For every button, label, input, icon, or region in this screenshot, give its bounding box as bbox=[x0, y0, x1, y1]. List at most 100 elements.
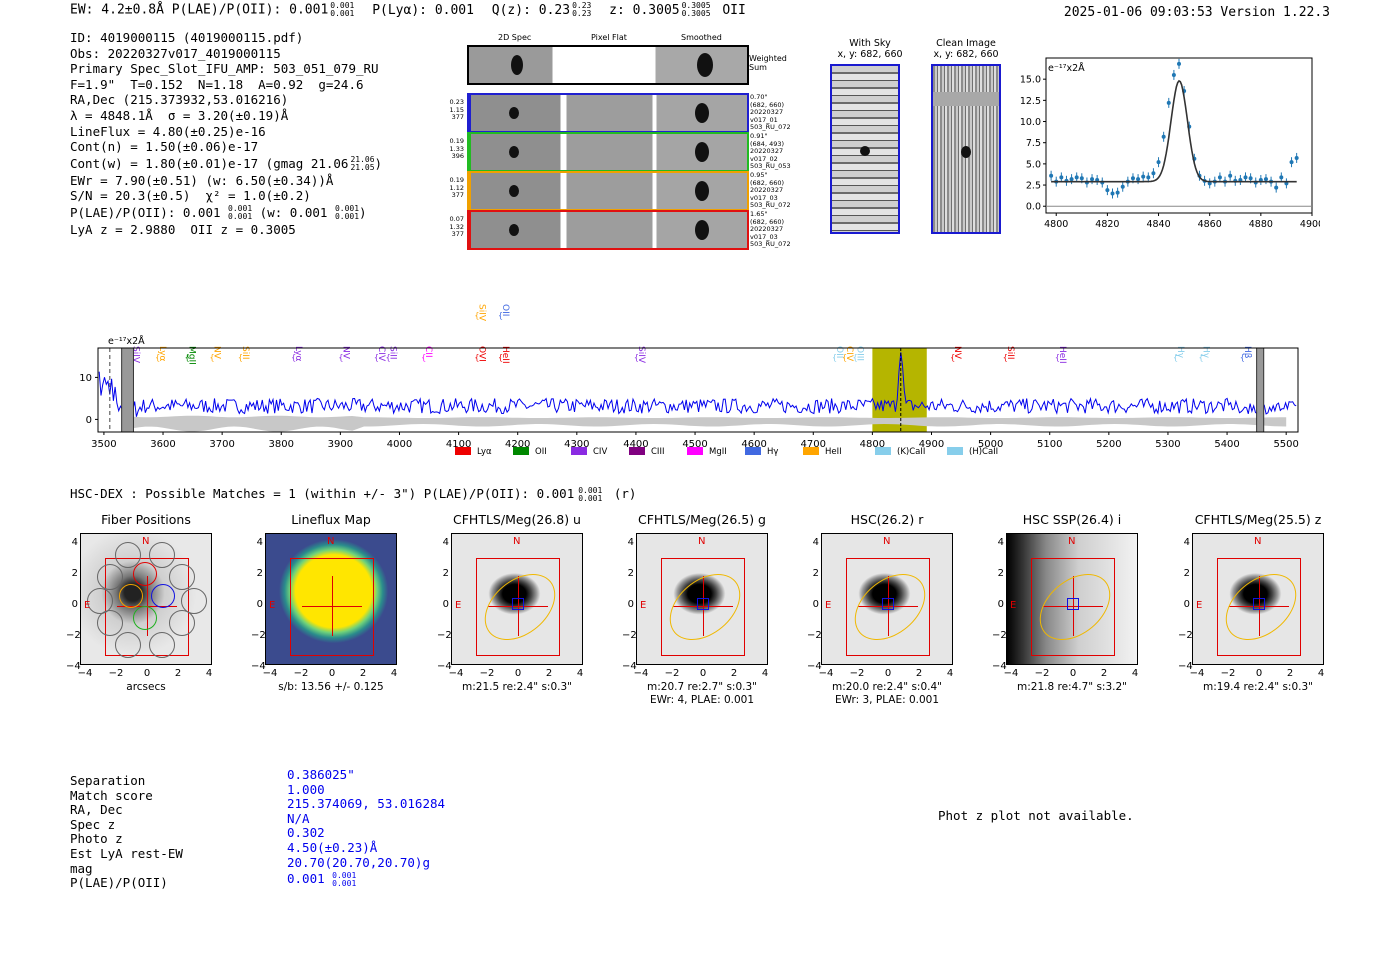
thumb-crosshair-v bbox=[1259, 576, 1260, 636]
spec-yticks: 0 10 bbox=[79, 373, 98, 426]
spec-mask-right bbox=[1256, 347, 1265, 433]
header-qz-sub: 0.23 bbox=[572, 9, 592, 18]
thumb-xtick-label: −4 bbox=[1189, 668, 1205, 679]
spec-ytick-label: 0 bbox=[86, 415, 92, 426]
thumb-caption-2: EWr: 4, PLAE: 0.001 bbox=[649, 694, 755, 706]
spec-line-brace: { bbox=[474, 311, 479, 320]
fit-point bbox=[1105, 188, 1110, 193]
hsc-title: HSC-DEX : Possible Matches = 1 (within +… bbox=[70, 486, 636, 503]
header-ew-sub: 0.001 bbox=[330, 9, 355, 18]
photz-message: Phot z plot not available. bbox=[938, 808, 1134, 823]
spec-xtick-label: 5500 bbox=[1273, 439, 1298, 450]
fit-point bbox=[1217, 175, 1222, 180]
clean-image-xy: x, y: 682, 660 bbox=[933, 49, 999, 60]
spec-legend-label: Hγ bbox=[767, 447, 778, 457]
match-label-radec: RA, Dec bbox=[70, 802, 123, 818]
spec-xtick-label: 5300 bbox=[1155, 439, 1180, 450]
thumb-xtick-label: 2 bbox=[545, 668, 553, 679]
cutout-meta: 20220327 bbox=[750, 186, 784, 194]
thumb-match-box bbox=[697, 598, 709, 610]
fit-point bbox=[1069, 177, 1074, 182]
fit-point bbox=[1136, 177, 1141, 182]
header-timestamp-version: 2025-01-06 09:03:53 Version 1.22.3 bbox=[1063, 5, 1330, 20]
thumb-ytick-label: −2 bbox=[992, 630, 1007, 641]
spec-legend-label: OII bbox=[535, 447, 547, 457]
info-contw-sup: 21.06 bbox=[350, 155, 375, 165]
thumb-caption: m:21.8 re:4.7" s:3.2" bbox=[1017, 681, 1127, 693]
thumb-north: N bbox=[327, 536, 335, 547]
fit-xtick-label: 4800 bbox=[1044, 219, 1068, 230]
thumb-ytick-label: 2 bbox=[1183, 568, 1190, 579]
fit-point bbox=[1090, 177, 1095, 182]
thumb-east: E bbox=[455, 600, 462, 611]
info-plae-sup: 0.001 bbox=[228, 204, 253, 214]
match-label-specz: Spec z bbox=[70, 816, 116, 832]
thumb-ytick-label: 2 bbox=[442, 568, 449, 579]
match-val-photoz: 0.302 bbox=[287, 825, 325, 841]
line-fit-plot: e⁻¹⁷x2Å 0.0 2.5 5.0 7.5 10.0 12.5 15.0 4800 482… bbox=[1020, 57, 1320, 230]
cutout-row-marker bbox=[467, 171, 471, 211]
cutout-meta: 20220327 bbox=[750, 225, 784, 233]
cutout-2d-source bbox=[509, 185, 519, 197]
info-plae-w-sub: 0.001 bbox=[334, 212, 360, 222]
info-primary: Primary Spec_Slot_IFU_AMP: 503_051_079_R… bbox=[70, 61, 379, 77]
thumb-north: N bbox=[1254, 536, 1262, 547]
thumb-xtick-label: 2 bbox=[1100, 668, 1108, 679]
match-val-plae-sub: 0.001 bbox=[332, 878, 357, 888]
spec-xtick-label: 4900 bbox=[919, 439, 944, 450]
fit-yticks: 0.0 2.5 5.0 7.5 10.0 12.5 15.0 bbox=[1020, 75, 1046, 213]
spec-line-label: OVI bbox=[476, 346, 486, 362]
fit-xtick-label: 4900 bbox=[1300, 219, 1320, 230]
spec-line-label: HeII bbox=[1057, 346, 1067, 364]
header-qz: Q(z): 0.23 bbox=[491, 2, 571, 18]
spec-line-brace: { bbox=[185, 353, 190, 362]
header-z: z: 0.3005 bbox=[609, 2, 680, 18]
thumb-xtick-label: 2 bbox=[915, 668, 923, 679]
thumb-ytick-label: 0 bbox=[256, 599, 263, 610]
fiber-circle bbox=[169, 564, 195, 590]
cutout-row bbox=[467, 93, 749, 133]
spec-line-brace: { bbox=[1240, 353, 1245, 362]
thumb-title: Fiber Positions bbox=[101, 512, 191, 527]
spec-line-brace: { bbox=[1055, 353, 1060, 362]
thumb-aperture-box bbox=[661, 558, 745, 656]
cutout-smooth-source bbox=[695, 142, 709, 162]
match-label-photoz: Photo z bbox=[70, 831, 123, 847]
thumb-ytick-label: 4 bbox=[442, 537, 449, 548]
thumb-xtick-label: 4 bbox=[1317, 668, 1325, 679]
match-val-radec: 215.374069, 53.016284 bbox=[287, 796, 446, 812]
cutout-meta: 0.70" bbox=[750, 93, 768, 101]
col-header-pixelflat: Pixel Flat bbox=[591, 33, 627, 42]
thumb-aperture-box bbox=[1031, 558, 1115, 656]
thumb-xtick-label: 4 bbox=[205, 668, 213, 679]
spec-ytick-label: 10 bbox=[79, 373, 92, 384]
fit-point bbox=[1248, 176, 1253, 181]
fiber-circle bbox=[181, 588, 207, 614]
spec-xtick-label: 5400 bbox=[1214, 439, 1239, 450]
spec-line-label: Hβ bbox=[1242, 346, 1252, 359]
thumb-caption-2: EWr: 3, PLAE: 0.001 bbox=[834, 694, 940, 706]
spec-legend-swatch bbox=[745, 447, 761, 455]
thumb-xtick-label: 0 bbox=[1255, 668, 1263, 679]
thumb-xtick-label: 0 bbox=[884, 668, 892, 679]
header-qz-sup: 0.23 bbox=[572, 1, 592, 10]
clean-image-source bbox=[961, 146, 971, 158]
cutout-meta: 20220327 bbox=[750, 108, 784, 116]
info-contn: Cont(n) = 1.50(±0.06)e-17 bbox=[70, 139, 259, 155]
cutout-row-right-meta: 1.65" (682, 660) 20220327 v017_03 503_RU_072 bbox=[750, 210, 791, 249]
fit-point bbox=[1243, 175, 1248, 180]
cutout-stat: 0.07 bbox=[449, 215, 464, 223]
thumb-ytick-label: −4 bbox=[1178, 661, 1193, 672]
spec-line-labels: SiIV{Lyα{MgII{NV{SiII{Lyα{NV{CIV{SiII{CI… bbox=[129, 304, 1252, 365]
cutout-meta: 0.95" bbox=[750, 171, 768, 179]
spec-line-label: NV bbox=[211, 346, 221, 360]
cutout-stat: 1.12 bbox=[449, 183, 464, 192]
cutout-stat: 1.15 bbox=[449, 105, 464, 114]
fit-point bbox=[1274, 185, 1279, 190]
spec-xtick-label: 4300 bbox=[564, 439, 589, 450]
spec-line-label: OIII bbox=[855, 346, 865, 361]
spec-xtick-label: 3500 bbox=[91, 439, 116, 450]
